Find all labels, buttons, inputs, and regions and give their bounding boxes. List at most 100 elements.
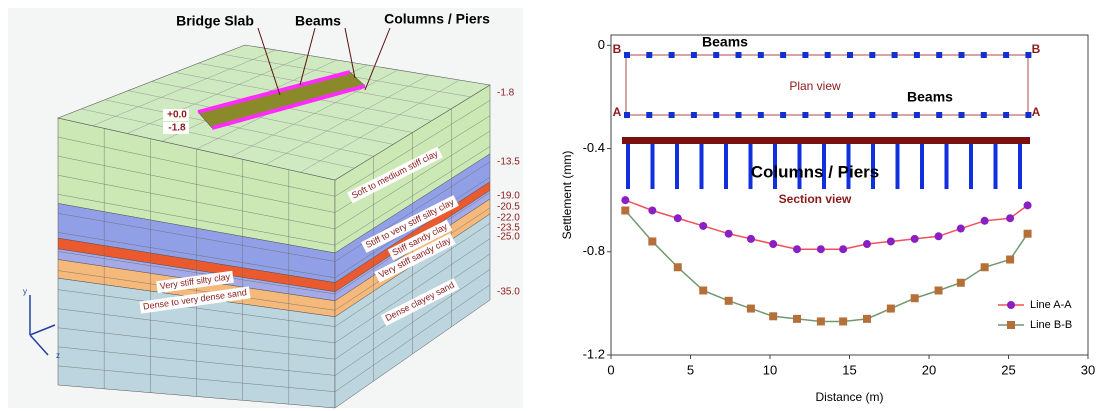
section-column	[993, 144, 998, 189]
section-column	[871, 144, 875, 189]
annotation: Beams	[907, 89, 953, 105]
legend-marker	[1007, 301, 1015, 309]
level-box	[163, 122, 189, 134]
data-point	[673, 263, 682, 272]
y-tick-label: -0.8	[583, 243, 605, 258]
section-column	[626, 144, 630, 189]
data-point	[769, 240, 778, 249]
plan-beam-node	[735, 112, 742, 118]
callout: Beams	[295, 13, 341, 29]
callout: Columns / Piers	[384, 11, 490, 27]
data-point	[816, 245, 825, 254]
data-point	[862, 314, 871, 323]
x-axis-label: Distance (m)	[815, 390, 883, 404]
data-point	[886, 237, 895, 246]
plan-beam-node	[668, 52, 675, 58]
plan-beam-node	[958, 112, 965, 118]
plan-beam-node	[824, 52, 831, 58]
layer-label-box	[347, 146, 443, 204]
plan-beam-node	[757, 52, 764, 58]
plan-beam-node	[980, 52, 987, 58]
plan-beam-node	[869, 112, 876, 118]
depth-label: -20.5	[497, 202, 520, 213]
slab-level: -1.8	[168, 123, 186, 134]
plan-beam-node	[847, 52, 853, 58]
plan-beam-node	[913, 112, 920, 118]
data-point	[724, 296, 733, 305]
plan-beam-node	[913, 52, 920, 58]
data-point	[621, 206, 630, 215]
annotation: Section view	[779, 192, 852, 206]
data-point	[746, 234, 755, 243]
plan-beam-node	[757, 112, 764, 118]
layer-label-box	[374, 233, 456, 283]
plan-beam-node	[891, 52, 898, 58]
plan-beam-node	[847, 112, 853, 118]
section-column	[895, 144, 900, 189]
callout-line	[299, 27, 316, 86]
section-column	[846, 144, 851, 189]
data-point	[1006, 214, 1015, 223]
annotation: B	[1032, 42, 1041, 56]
annotation: B	[613, 42, 622, 56]
callout-line	[344, 27, 356, 79]
annotation: Beams	[702, 34, 748, 50]
section-column	[822, 144, 826, 189]
data-point	[793, 245, 802, 254]
data-point	[1006, 255, 1015, 264]
depth-label: -25.0	[497, 232, 520, 243]
depth-label: -23.5	[497, 223, 520, 234]
mesh	[231, 69, 399, 157]
section-column	[1018, 144, 1022, 189]
plan-beam-node	[958, 52, 965, 58]
plan-beam-node	[936, 112, 943, 118]
data-point	[1023, 201, 1032, 210]
depth-label: -22.0	[497, 213, 520, 224]
section-column	[699, 144, 704, 189]
plan-beam-node	[646, 52, 653, 58]
data-point	[839, 317, 848, 326]
x-tick-label: 10	[763, 362, 777, 377]
plan-beam-node	[690, 52, 697, 58]
data-point	[956, 278, 965, 287]
annotation: A	[1032, 105, 1041, 119]
plan-beam-node	[690, 112, 697, 118]
y-tick-label: -1.2	[583, 346, 605, 361]
plan-beam-node	[624, 112, 630, 118]
data-point	[648, 237, 657, 246]
level-box	[163, 109, 189, 121]
axis-letter: y	[23, 287, 27, 296]
x-tick-label: 5	[687, 362, 694, 377]
depth-label: -13.5	[497, 157, 520, 168]
beam	[197, 70, 351, 114]
plan-beam-node	[624, 52, 630, 58]
legend-label: Line A-A	[1030, 299, 1072, 311]
plan-beam-node	[980, 112, 987, 118]
plan-beam-node	[1025, 52, 1032, 58]
plan-beam-node	[668, 112, 675, 118]
data-point	[793, 314, 802, 323]
data-point	[934, 232, 943, 241]
section-column	[944, 144, 949, 189]
beam	[211, 84, 366, 130]
data-point	[980, 263, 989, 272]
model: Bridge Slab Beams Columns / Piers +0.0 -1.8 -…	[23, 11, 520, 409]
data-point	[673, 214, 682, 223]
section-column	[724, 144, 728, 189]
axis-arrow	[29, 324, 56, 336]
mesh	[300, 79, 460, 173]
y-axis-label: Settlement (mm)	[560, 151, 574, 240]
data-point	[886, 304, 895, 313]
chart: 0 5 10 15 20 25 30 0 -0.4 -0.8 -1.2 Distance (m) Set…	[560, 34, 1095, 404]
callout: Bridge Slab	[176, 13, 254, 29]
axis-letter: z	[56, 351, 60, 360]
layer-label-box	[156, 270, 234, 294]
plan-beam-node	[780, 52, 787, 58]
legend-marker	[1007, 321, 1015, 329]
plan-beam-node	[936, 52, 943, 58]
plan-beam-node	[646, 112, 653, 118]
data-point	[699, 221, 708, 230]
plan-beam-node	[1025, 112, 1032, 118]
plan-beam-node	[869, 52, 876, 58]
plan-beam-node	[713, 112, 720, 118]
